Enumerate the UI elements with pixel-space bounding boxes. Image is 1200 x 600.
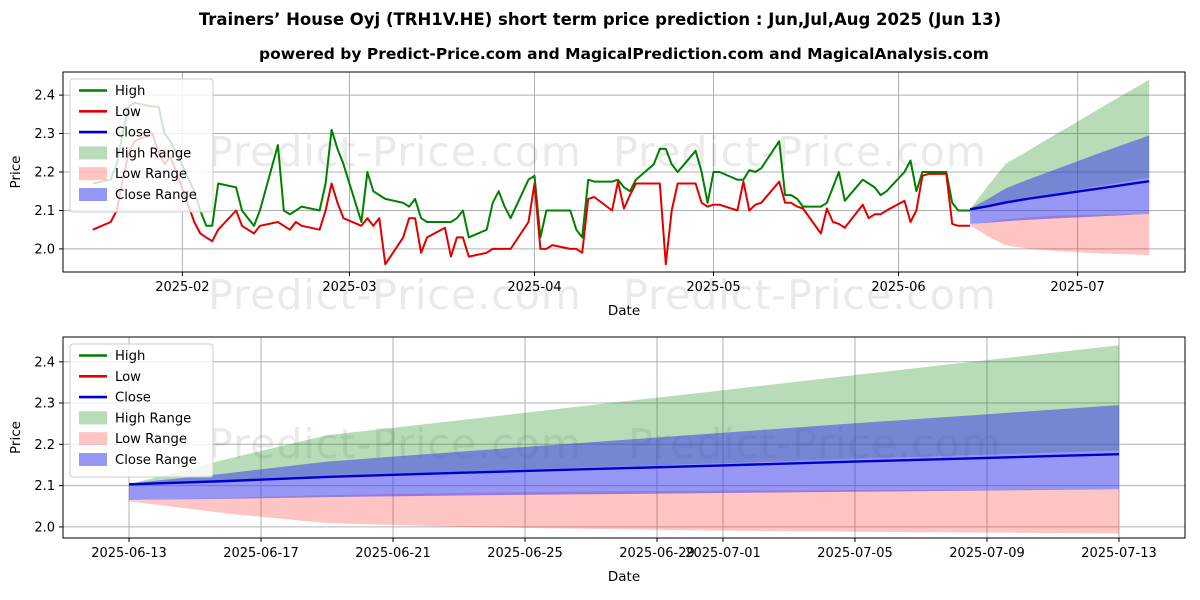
chart-forecast-zoom: Predict-Price.comPredict-Price.com2.02.1… [8,336,1186,585]
watermark-text: Predict-Price.com [613,128,987,176]
legend-label: Close [115,391,151,406]
legend-label: Close [115,126,151,141]
close-range-legend-swatch [79,188,107,201]
x-tick-label: 2025-07-13 [1081,546,1157,561]
x-tick-label: 2025-06-17 [223,546,299,561]
x-tick-label: 2025-07-05 [817,546,893,561]
low-range-band [129,489,1119,534]
y-tick-label: 2.3 [34,127,55,142]
y-tick-label: 2.4 [34,89,55,104]
y-tick-label: 2.0 [34,520,55,535]
close-forecast-line [969,180,1150,211]
x-tick-label: 2025-06-13 [91,546,167,561]
x-tick-label: 2025-04 [507,280,561,295]
legend-label: Low Range [115,167,187,182]
x-tick-label: 2025-06 [871,280,925,295]
y-tick-label: 2.2 [34,166,55,181]
x-tick-label: 2025-06-29 [619,546,695,561]
close-forecast-line [128,453,1120,486]
legend-label: Low [115,370,141,385]
y-tick-label: 2.1 [34,204,55,219]
x-tick-label: 2025-06-25 [487,546,563,561]
legend-label: Low Range [115,432,187,447]
low-range-legend-swatch [79,432,107,446]
legend-label: Low [115,105,141,120]
chart-full-history-with-forecast: Predict-Price.com Predict-Price.com Predic… [8,71,1186,319]
y-tick-label: 2.1 [34,479,55,494]
low-range-legend-swatch [79,167,107,181]
y-tick-label: 2.2 [34,438,55,453]
watermark-text: Predict-Price.com [208,271,582,319]
x-tick-label: 2025-07-01 [685,546,761,561]
x-tick-label: 2025-07 [1050,280,1104,295]
x-axis-label: Date [608,569,640,585]
watermark-text: Predict-Price.com [208,128,582,176]
watermark-text: Predict-Price.com [623,271,997,319]
legend-label: High Range [115,146,191,161]
x-axis-label: Date [608,303,640,319]
y-tick-label: 2.4 [34,355,55,370]
axes-spines [62,336,1186,539]
legend: High Low Close High Range Low Range Close Ran… [69,343,214,478]
figure-title: Trainers’ House Oyj (TRH1V.HE) short ter… [198,10,1002,29]
close-range-legend-swatch [79,453,107,466]
y-tick-label: 2.0 [34,242,55,257]
legend: High Low Close High Range Low Range Close Ran… [69,78,214,213]
x-tick-label: 2025-07-09 [949,546,1025,561]
x-tick-label: 2025-05 [686,280,740,295]
y-axis-label: Price [8,421,24,454]
high-range-legend-swatch [79,411,107,425]
low-range-band [970,213,1150,256]
legend-label: High [115,349,145,364]
legend-label: Close Range [115,453,197,468]
figure-subtitle: powered by Predict-Price.com and Magical… [259,45,989,63]
legend-label: Close Range [115,188,197,203]
low-line [92,132,971,266]
legend-label: High [115,84,145,99]
tick-labels: 2.0 2.1 2.2 2.3 2.4 2025-02 2025-03 2025-04 2025… [34,89,1104,295]
y-axis-label: Price [8,156,24,189]
high-range-legend-swatch [79,146,107,160]
tick-labels: 2.0 2.1 2.2 2.3 2.4 2025-06-13 2025-06-17 2025-… [34,355,1156,561]
legend-label: High Range [115,411,191,426]
x-tick-label: 2025-02 [155,280,209,295]
x-tick-label: 2025-06-21 [355,546,431,561]
y-tick-label: 2.3 [34,397,55,412]
x-tick-label: 2025-03 [322,280,376,295]
